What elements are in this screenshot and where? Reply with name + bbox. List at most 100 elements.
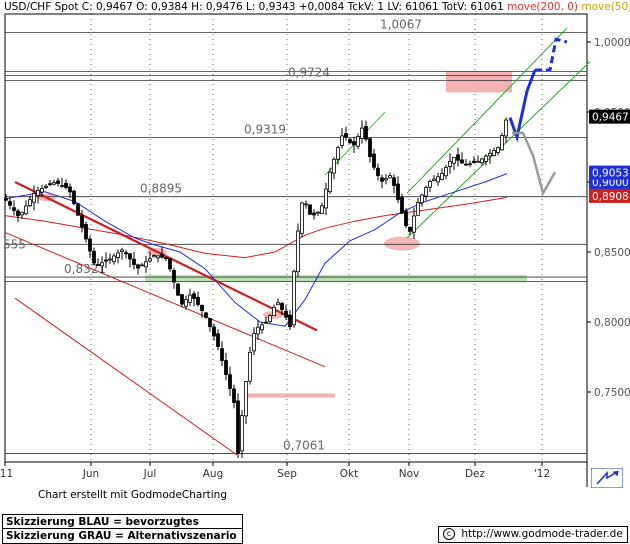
candle-body — [428, 181, 432, 188]
candle-body — [452, 157, 456, 164]
candle-body — [108, 258, 112, 261]
legend-gray-scenario: Skizzierung GRAU = Alternativszenario — [2, 528, 243, 544]
candle-body — [28, 199, 32, 207]
candle-body — [188, 294, 192, 303]
candle-body — [152, 255, 156, 258]
candle-body — [256, 326, 260, 335]
candle-body — [136, 264, 140, 269]
y-tick-label: 0,7500 — [594, 387, 630, 399]
candle-body — [408, 226, 412, 232]
candle-body — [252, 333, 256, 352]
candle-body — [312, 212, 316, 216]
red-box-top — [446, 71, 512, 93]
candle-body — [204, 312, 208, 318]
candle-body — [24, 205, 28, 215]
candle-body — [80, 215, 84, 228]
candle-body — [64, 182, 68, 188]
candle-body — [184, 299, 188, 307]
scenario-gray-line — [512, 131, 557, 197]
candle-body — [444, 167, 448, 177]
candle-body — [392, 177, 396, 186]
candle-body — [128, 253, 132, 260]
candle-body — [472, 160, 476, 163]
candle-body — [212, 326, 216, 337]
candle-body — [76, 203, 80, 216]
candle-body — [220, 348, 224, 361]
candle-body — [304, 203, 308, 206]
level-label: 0,9319 — [244, 122, 286, 136]
last-price-tag-bg — [589, 109, 630, 124]
candle-body — [12, 207, 16, 211]
candle-body — [56, 180, 60, 184]
candle-body — [96, 264, 100, 266]
candle-body — [496, 147, 500, 153]
candle-body — [44, 186, 48, 188]
x-tick-label: Dez — [465, 468, 486, 480]
candle-body — [260, 324, 264, 331]
candle-body — [120, 249, 124, 253]
x-tick-label: Okt — [340, 468, 358, 480]
copyright-box[interactable]: c http://www.godmode-trader.de — [438, 526, 628, 543]
level-label: 0,9724 — [288, 66, 330, 80]
downtrend-lower — [14, 297, 238, 456]
scenario-blue-solid — [508, 69, 537, 143]
candle-body — [424, 187, 428, 197]
chart-header: USD/CHF Spot C: 0,9467 O: 0,9384 H: 0,94… — [4, 1, 630, 13]
candle-body — [156, 255, 160, 259]
candle-body — [288, 314, 292, 328]
downtrend-thick — [14, 181, 318, 332]
candle-body — [196, 296, 200, 305]
candle-body — [84, 224, 88, 240]
candle-body — [40, 187, 44, 193]
candle-body — [20, 211, 24, 216]
level-label: 0,8321 — [64, 262, 106, 276]
x-tick-label: Jul — [143, 468, 157, 480]
candle-body — [336, 147, 340, 160]
candle-body — [172, 270, 176, 283]
candle-body — [404, 210, 408, 227]
quote-values: C: 0,9467 O: 0,9384 H: 0,9476 L: 0,9343 … — [81, 1, 504, 13]
candle-body — [292, 270, 296, 326]
uptrend-upper — [406, 27, 568, 194]
candle-body — [352, 141, 356, 146]
candle-body — [476, 160, 480, 163]
candle-body — [88, 238, 92, 252]
candle-body — [160, 253, 164, 258]
candle-body — [112, 255, 116, 263]
candle-body — [164, 256, 168, 260]
candle-body — [456, 154, 460, 161]
candle-body — [248, 351, 252, 382]
x-tick-label: Jun — [82, 468, 99, 480]
level-label: 0,8895 — [140, 182, 182, 196]
candle-body — [148, 258, 152, 262]
candle-body — [224, 360, 228, 375]
candle-body — [480, 158, 484, 164]
candle-body — [500, 135, 504, 151]
candle-body — [396, 183, 400, 200]
candle-body — [268, 315, 272, 322]
candle-body — [436, 176, 440, 183]
candle-body — [116, 252, 120, 258]
candle-body — [492, 150, 496, 156]
candle-body — [104, 259, 108, 262]
candle-body — [420, 194, 424, 204]
candle-body — [16, 210, 20, 217]
candle-body — [308, 204, 312, 215]
candle-body — [168, 258, 172, 270]
red-bar-bottom — [244, 393, 335, 398]
y-tick-label: 1,0000 — [594, 37, 630, 49]
candle-body — [320, 205, 324, 215]
candle-body — [232, 388, 236, 403]
candle-body — [460, 159, 464, 164]
copyright-link[interactable]: http://www.godmode-trader.de — [461, 528, 623, 540]
candle-body — [36, 189, 40, 196]
candle-body — [400, 197, 404, 214]
candle-body — [140, 264, 144, 267]
candle-body — [332, 158, 336, 174]
candle-body — [300, 202, 304, 234]
candle-body — [72, 190, 76, 204]
candle-body — [368, 138, 372, 158]
y-tick-label: 0,8500 — [594, 247, 630, 259]
candle-body — [240, 415, 244, 452]
